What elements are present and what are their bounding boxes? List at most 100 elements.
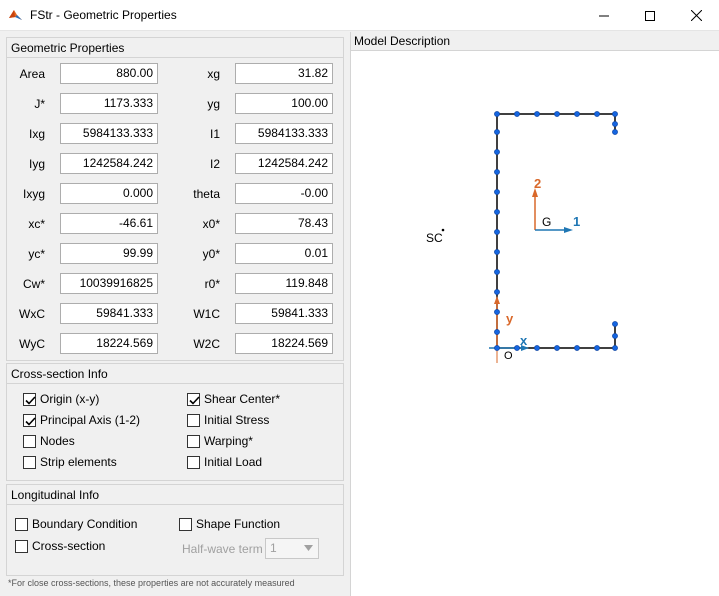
geometric-properties-header: Geometric Properties (7, 38, 343, 58)
property-value-xc[interactable]: -46.61 (60, 213, 158, 234)
close-button[interactable] (673, 0, 719, 31)
node-marker (574, 111, 580, 117)
model-description-title: Model Description (351, 32, 719, 51)
node-marker (494, 229, 500, 235)
checkbox-unchecked-icon[interactable] (187, 455, 200, 469)
property-value-i2[interactable]: 1242584.242 (235, 153, 333, 174)
checkbox-origin-x-y[interactable]: Origin (x-y) (23, 390, 99, 408)
node-marker (612, 121, 618, 127)
property-label: J* (34, 97, 45, 111)
property-value-w1c[interactable]: 59841.333 (235, 303, 333, 324)
checkbox-label: Warping* (204, 434, 253, 448)
property-value-r0[interactable]: 119.848 (235, 273, 333, 294)
property-value-yg[interactable]: 100.00 (235, 93, 333, 114)
node-marker (612, 321, 618, 327)
origin-label: O (504, 350, 513, 362)
property-value-xg[interactable]: 31.82 (235, 63, 333, 84)
checkbox-unchecked-icon[interactable] (15, 539, 28, 553)
checkbox-principal-axis-1-2[interactable]: Principal Axis (1-2) (23, 411, 140, 429)
property-value-ixyg[interactable]: 0.000 (60, 183, 158, 204)
property-value-wxc[interactable]: 59841.333 (60, 303, 158, 324)
checkbox-cross-section[interactable]: Cross-section (15, 537, 105, 555)
checkbox-label: Shear Center* (204, 392, 281, 406)
node-marker (494, 345, 500, 351)
checkbox-shear-center[interactable]: Shear Center* (187, 390, 280, 408)
x-axis-label: x (520, 333, 528, 348)
checkbox-unchecked-icon[interactable] (179, 517, 192, 531)
checkbox-label: Initial Stress (204, 413, 270, 427)
cross-section-outline (496, 113, 616, 349)
node-marker (612, 345, 618, 351)
checkbox-unchecked-icon[interactable] (15, 517, 28, 531)
y-axis-label: y (506, 311, 514, 326)
title-bar: FStr - Geometric Properties (0, 0, 719, 31)
close-icon (690, 10, 702, 21)
checkbox-strip-elements[interactable]: Strip elements (23, 453, 117, 471)
checkbox-unchecked-icon[interactable] (23, 434, 36, 448)
checkbox-checked-icon[interactable] (187, 392, 200, 406)
principal-axis-1-label: 1 (573, 214, 580, 229)
checkbox-label: Cross-section (32, 539, 106, 553)
node-marker (514, 111, 520, 117)
maximize-button[interactable] (627, 0, 673, 31)
longitudinal-info-panel: Longitudinal Info Boundary Condition Shap… (6, 484, 344, 576)
property-value-iyg[interactable]: 1242584.242 (60, 153, 158, 174)
property-value-y0[interactable]: 0.01 (235, 243, 333, 264)
node-marker (494, 269, 500, 275)
halfwave-term-dropdown[interactable]: 1 (265, 538, 319, 559)
property-label: yg (207, 97, 220, 111)
chevron-down-icon (304, 545, 313, 551)
checkbox-checked-icon[interactable] (23, 392, 36, 406)
checkbox-boundary-condition[interactable]: Boundary Condition (15, 515, 137, 533)
node-marker (494, 289, 500, 295)
property-value-j[interactable]: 1173.333 (60, 93, 158, 114)
cross-section-info-panel: Cross-section Info Origin (x-y) Shear Cen… (6, 363, 344, 481)
checkbox-warping[interactable]: Warping* (187, 432, 253, 450)
left-pane: Geometric Properties Area 880.00 xg 31.82 J*… (0, 32, 350, 596)
property-label: yc* (28, 247, 45, 261)
checkbox-label: Origin (x-y) (40, 392, 100, 406)
checkbox-nodes[interactable]: Nodes (23, 432, 75, 450)
property-value-wyc[interactable]: 18224.569 (60, 333, 158, 354)
node-marker (514, 345, 520, 351)
property-value-i1[interactable]: 5984133.333 (235, 123, 333, 144)
checkbox-checked-icon[interactable] (23, 413, 36, 427)
property-value-theta[interactable]: -0.00 (235, 183, 333, 204)
property-label: theta (193, 187, 220, 201)
principal-axes (532, 188, 573, 233)
property-label: xg (207, 67, 220, 81)
node-marker (612, 129, 618, 135)
checkbox-unchecked-icon[interactable] (23, 455, 36, 469)
property-value-yc[interactable]: 99.99 (60, 243, 158, 264)
checkbox-label: Boundary Condition (32, 517, 138, 531)
principal-axis-2-label: 2 (534, 176, 541, 191)
checkbox-label: Principal Axis (1-2) (40, 413, 141, 427)
property-label: x0* (202, 217, 220, 231)
checkbox-unchecked-icon[interactable] (187, 413, 200, 427)
node-marker (494, 169, 500, 175)
checkbox-initial-stress[interactable]: Initial Stress (187, 411, 269, 429)
checkbox-unchecked-icon[interactable] (187, 434, 200, 448)
model-canvas[interactable]: SC 2 1 G y x O (351, 52, 719, 596)
checkbox-label: Initial Load (204, 455, 263, 469)
minimize-button[interactable] (581, 0, 627, 31)
checkbox-initial-load[interactable]: Initial Load (187, 453, 262, 471)
property-label: WyC (19, 337, 45, 351)
property-value-cw[interactable]: 10039916825 (60, 273, 158, 294)
property-label: W2C (193, 337, 220, 351)
property-value-w2c[interactable]: 18224.569 (235, 333, 333, 354)
property-value-area[interactable]: 880.00 (60, 63, 158, 84)
node-marker (554, 345, 560, 351)
matlab-logo-icon (9, 10, 22, 20)
checkbox-shape-function[interactable]: Shape Function (179, 515, 280, 533)
checkbox-label: Strip elements (40, 455, 117, 469)
pane-divider[interactable] (350, 32, 351, 596)
node-marker (494, 111, 500, 117)
halfwave-term-label: Half-wave term (182, 542, 263, 556)
maximize-icon (645, 10, 655, 21)
geometric-properties-panel: Geometric Properties Area 880.00 xg 31.82 J*… (6, 37, 344, 361)
node-marker (594, 345, 600, 351)
property-value-ixg[interactable]: 5984133.333 (60, 123, 158, 144)
property-value-x0[interactable]: 78.43 (235, 213, 333, 234)
node-marker (574, 345, 580, 351)
